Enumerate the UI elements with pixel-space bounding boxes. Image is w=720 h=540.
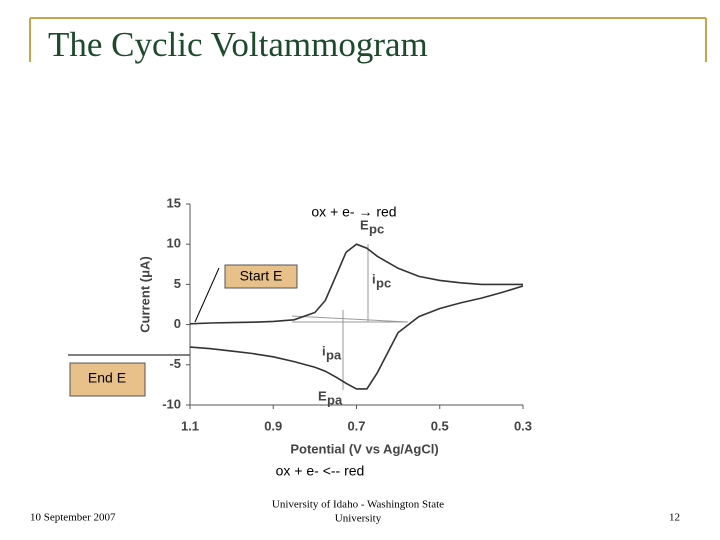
callout-start: Start E xyxy=(240,268,283,284)
footer-institution: University of Idaho - Washington State xyxy=(272,499,444,511)
y-tick-label: -5 xyxy=(169,356,181,371)
callout-pointer xyxy=(194,267,220,323)
annotation: i pc xyxy=(372,271,391,290)
x-axis-label: Potential (V vs Ag/AgCl) xyxy=(290,441,438,456)
callout-box xyxy=(69,362,146,397)
y-tick-label: 5 xyxy=(174,276,181,291)
x-tick-label: 0.5 xyxy=(431,418,449,433)
y-tick-label: 10 xyxy=(167,236,181,251)
footer-institution: University xyxy=(335,513,382,525)
annotation-sub: pa xyxy=(326,347,342,362)
x-tick-label: 1.1 xyxy=(181,418,199,433)
footer-date: 10 September 2007 xyxy=(30,512,116,524)
annotation-main: E xyxy=(360,217,369,232)
callout-box xyxy=(298,203,410,222)
x-tick-label: 0.7 xyxy=(347,418,365,433)
y-tick-label: 15 xyxy=(167,195,181,210)
annotation-sub: pc xyxy=(369,221,384,236)
annotation-sub: pc xyxy=(376,275,391,290)
curve xyxy=(189,285,524,390)
x-tick-label: 0.9 xyxy=(264,418,282,433)
annotation-main: i xyxy=(322,343,326,358)
callout-oxidation: ox + e- <-- red xyxy=(276,463,365,479)
annotation: i pa xyxy=(322,343,342,362)
callout-end: End E xyxy=(88,370,126,386)
footer-page: 12 xyxy=(669,512,680,524)
curve xyxy=(189,243,523,325)
annotation-main: i xyxy=(372,271,376,286)
slide-title: The Cyclic Voltammogram xyxy=(48,25,428,64)
x-tick-label: 0.3 xyxy=(514,418,532,433)
callout-box xyxy=(224,264,298,289)
y-axis-label: Current (μA) xyxy=(137,256,152,333)
callout-reduction: ox + e- → red xyxy=(311,204,396,220)
annotation-main: E xyxy=(318,388,327,403)
y-tick-label: -10 xyxy=(162,396,181,411)
y-tick-label: 0 xyxy=(174,316,181,331)
baseline-guide xyxy=(291,315,409,323)
annotation-sub: pa xyxy=(327,392,343,407)
